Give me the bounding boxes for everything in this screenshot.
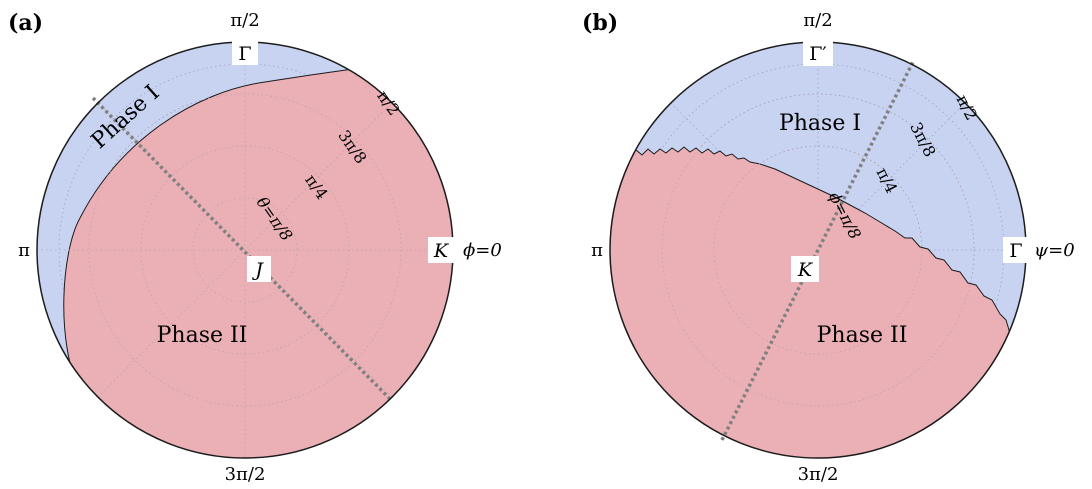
grid-overlay-a [37,42,453,458]
angle-label-top-a: π/2 [230,10,259,31]
label-box [428,237,454,263]
point-label-center-a: J [251,259,264,281]
point-label-top-b: Γ′ [809,43,827,65]
label-box [791,256,819,282]
phase-2-region-b [610,146,1026,458]
phase-2-label-b: Phase II [817,323,908,348]
dotted-line-a [91,96,394,403]
grid-overlay-b [661,93,975,407]
angle-label-left-a: π [18,240,30,261]
panel-b: (b) [582,10,1075,485]
point-label-right-a: K [433,240,450,262]
polar-plot-a: π/2 π 3π/2 ϕ=0 Γ J K Phase I Phase II θ=… [18,10,502,485]
phase-1-label-b: Phase I [779,111,861,136]
phase-2-label-a: Phase II [157,323,248,348]
point-label-center-b: K [797,259,814,281]
polar-plot-b: π/2 π 3π/2 ψ=0 Γ′ K Γ Phase I Phase II ϕ… [591,10,1075,485]
panel-a: (a) [8,10,502,485]
label-box [803,39,833,66]
dotted-line-b [720,59,916,441]
angle-label-right-a: ϕ=0 [463,240,502,261]
point-label-right-b: Γ [1009,240,1022,262]
angle-label-bottom-a: 3π/2 [225,464,266,485]
label-box [247,256,271,282]
point-label-top-a: Γ [238,43,251,65]
label-box [1003,237,1029,263]
angle-label-right-b: ψ=0 [1034,240,1075,261]
angle-label-top-b: π/2 [803,10,832,31]
angle-label-bottom-b: 3π/2 [798,464,839,485]
panel-a-tag: (a) [8,10,43,36]
panel-b-tag: (b) [582,10,618,36]
angle-label-left-b: π [591,240,603,261]
label-box [232,41,258,65]
